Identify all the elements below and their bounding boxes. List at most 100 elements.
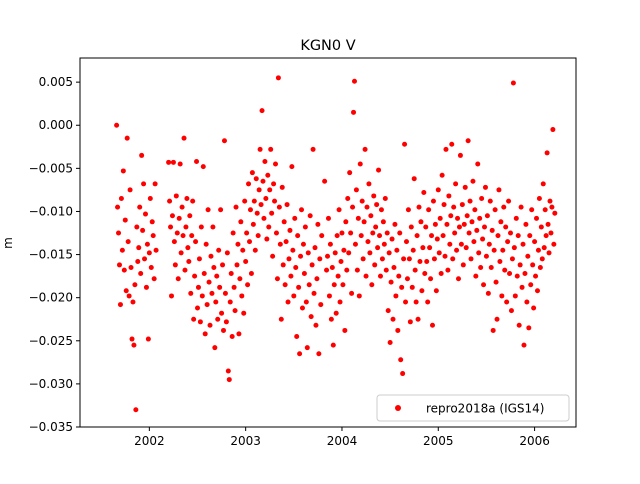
data-point xyxy=(435,187,441,193)
data-point xyxy=(217,284,223,290)
data-point xyxy=(372,262,378,268)
data-point xyxy=(434,236,440,242)
data-point xyxy=(239,293,245,299)
data-point xyxy=(489,227,495,233)
data-point xyxy=(508,308,514,314)
data-point xyxy=(445,267,451,273)
data-point xyxy=(422,271,428,277)
data-point xyxy=(451,204,457,210)
data-point xyxy=(247,239,253,245)
data-point xyxy=(400,371,406,377)
data-point xyxy=(366,181,372,187)
data-point xyxy=(170,159,176,165)
data-point xyxy=(499,293,505,299)
data-point xyxy=(510,80,516,86)
data-point xyxy=(175,276,181,282)
data-point xyxy=(339,230,345,236)
data-point xyxy=(542,207,548,213)
data-point xyxy=(501,204,507,210)
data-point xyxy=(179,204,185,210)
data-point xyxy=(480,236,486,242)
data-point xyxy=(316,351,322,357)
data-point xyxy=(268,146,274,152)
data-point xyxy=(401,256,407,262)
data-point xyxy=(433,288,439,294)
x-tick-label: 2003 xyxy=(230,434,261,448)
y-tick-label: −0.010 xyxy=(29,204,73,218)
data-point xyxy=(282,282,288,288)
data-point xyxy=(247,207,253,213)
data-point xyxy=(383,267,389,273)
data-point xyxy=(328,316,334,322)
data-point xyxy=(385,308,391,314)
data-point xyxy=(457,152,463,158)
data-point xyxy=(465,138,471,144)
data-point xyxy=(178,250,184,256)
data-point xyxy=(509,256,515,262)
data-point xyxy=(318,302,324,308)
data-point xyxy=(420,245,426,251)
data-point xyxy=(274,276,280,282)
data-point xyxy=(141,181,147,187)
data-point xyxy=(396,273,402,279)
data-point xyxy=(115,204,121,210)
legend-label: repro2018a (IGS14) xyxy=(426,402,544,416)
data-point xyxy=(212,345,218,351)
data-point xyxy=(470,178,476,184)
data-point xyxy=(116,262,122,268)
data-point xyxy=(234,262,240,268)
data-point xyxy=(325,253,331,259)
data-point xyxy=(205,207,211,213)
data-point xyxy=(124,135,130,141)
data-point xyxy=(286,256,292,262)
data-point xyxy=(467,198,473,204)
data-point xyxy=(240,247,246,253)
data-point xyxy=(241,310,247,316)
data-point xyxy=(242,198,248,204)
data-point xyxy=(229,333,235,339)
data-point xyxy=(317,256,323,262)
data-point xyxy=(431,256,437,262)
data-point xyxy=(375,245,381,251)
data-point xyxy=(368,213,374,219)
data-point xyxy=(325,215,331,221)
data-point xyxy=(436,250,442,256)
data-point xyxy=(255,233,261,239)
data-point xyxy=(441,202,447,208)
data-point xyxy=(232,308,238,314)
data-point xyxy=(126,293,132,299)
data-point xyxy=(458,241,464,247)
data-point xyxy=(398,357,404,363)
data-point xyxy=(469,219,475,225)
data-point xyxy=(336,207,342,213)
data-point xyxy=(275,75,281,81)
data-point xyxy=(140,227,146,233)
data-point xyxy=(208,253,214,259)
data-point xyxy=(216,247,222,253)
data-point xyxy=(526,325,532,331)
data-point xyxy=(193,239,199,245)
data-point xyxy=(540,181,546,187)
data-point xyxy=(391,265,397,270)
data-point xyxy=(298,253,304,259)
data-point xyxy=(382,196,388,202)
data-point xyxy=(306,282,312,288)
data-point xyxy=(551,241,557,247)
data-point xyxy=(218,207,224,213)
data-point xyxy=(134,224,140,230)
data-point xyxy=(196,256,202,262)
data-point xyxy=(139,152,145,158)
data-point xyxy=(430,198,436,204)
data-point xyxy=(548,230,554,236)
data-point xyxy=(462,184,468,190)
data-point xyxy=(132,282,138,288)
data-point xyxy=(547,198,553,204)
data-point xyxy=(442,253,448,259)
y-tick-label: −0.035 xyxy=(29,420,73,434)
data-point xyxy=(180,233,186,239)
data-point xyxy=(194,158,200,164)
data-point xyxy=(137,204,143,210)
data-point xyxy=(266,224,272,230)
data-point xyxy=(304,345,310,351)
data-point xyxy=(114,122,120,128)
